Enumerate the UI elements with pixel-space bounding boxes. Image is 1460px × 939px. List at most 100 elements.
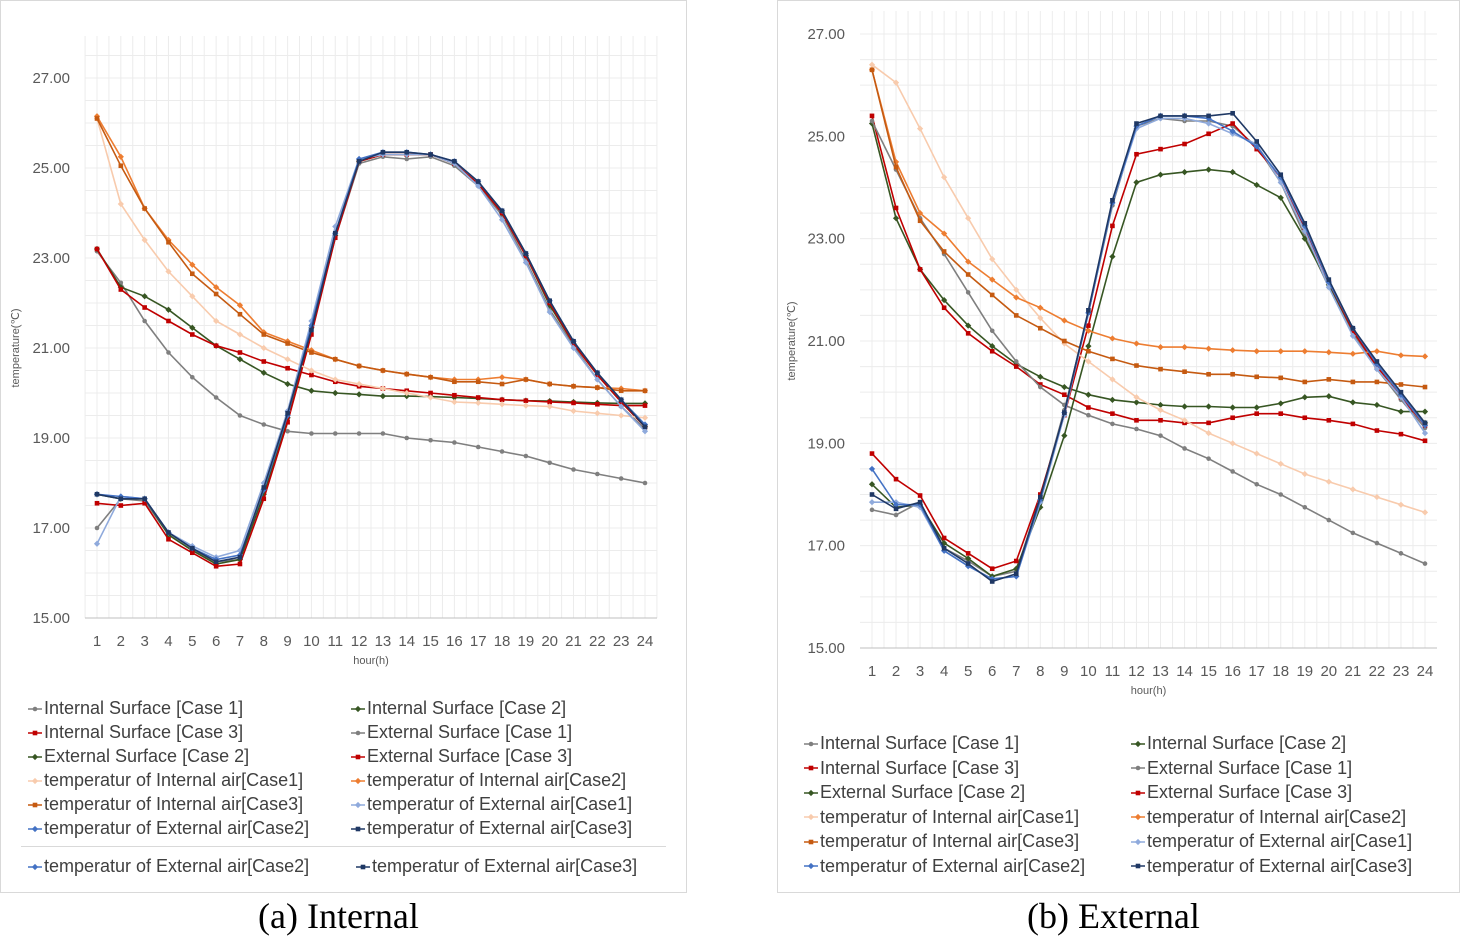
legend-marker [354, 777, 362, 784]
data-point [1205, 345, 1212, 352]
series-temperatur-of-internal-air-case3 [94, 116, 648, 394]
data-point [94, 525, 100, 531]
data-point [1182, 113, 1187, 119]
legend-swatch-icon [28, 802, 42, 807]
data-point [236, 356, 244, 363]
legend-item: External Surface [Case 2] [804, 782, 1025, 803]
data-point [190, 550, 195, 556]
legend-marker [1134, 740, 1142, 747]
legend-label: temperatur of External air[Case2] [44, 856, 310, 876]
data-point [1421, 353, 1429, 360]
data-point [284, 356, 291, 363]
data-point [332, 431, 338, 436]
data-point [618, 476, 624, 481]
data-point [1181, 169, 1188, 176]
data-point [1157, 344, 1164, 351]
data-point [1182, 369, 1187, 374]
data-point [1205, 403, 1212, 410]
series-line [871, 120, 1426, 565]
data-point [1182, 141, 1187, 147]
x-tick-label: 6 [988, 663, 996, 680]
x-tick-label: 18 [1272, 663, 1289, 680]
data-point [941, 545, 947, 551]
series-line [96, 118, 646, 419]
data-point [309, 350, 314, 355]
data-point [1301, 394, 1308, 401]
series-temperatur-of-internal-air-case2 [868, 66, 1429, 360]
x-axis-title: hour(h) [1131, 685, 1166, 697]
data-point [1206, 456, 1211, 461]
data-point [236, 302, 244, 309]
data-point [118, 503, 124, 508]
data-point [404, 156, 410, 162]
data-point [189, 261, 196, 268]
data-point [261, 496, 267, 502]
legend-marker [31, 863, 39, 870]
data-point [1086, 412, 1091, 418]
data-point [284, 380, 291, 388]
data-point [1134, 363, 1139, 368]
data-point [1278, 375, 1284, 381]
data-point [380, 368, 386, 373]
data-point [94, 500, 100, 506]
data-point [1373, 366, 1381, 373]
data-point [237, 350, 243, 355]
data-point [213, 291, 219, 297]
data-point [1038, 494, 1043, 500]
data-point [869, 451, 875, 456]
x-tick-label: 22 [589, 633, 606, 650]
x-tick-label: 3 [140, 633, 148, 650]
data-point [1374, 428, 1380, 433]
data-point [142, 318, 147, 324]
data-point [941, 249, 947, 254]
data-point [941, 305, 947, 311]
data-point [190, 332, 195, 337]
data-point [1037, 314, 1044, 322]
data-point [1230, 415, 1235, 421]
data-point [546, 308, 553, 316]
caption-internal: (a) Internal [258, 896, 419, 936]
legend-label: temperatur of External air[Case3] [1147, 855, 1413, 876]
data-point [1206, 420, 1211, 426]
y-axis-title: temperature(℃) [10, 309, 22, 388]
legend-label: Internal Surface [Case 3] [44, 722, 244, 742]
data-point [571, 467, 576, 472]
data-point [547, 399, 552, 405]
data-point [1373, 493, 1381, 501]
data-point [1013, 571, 1019, 577]
data-point [522, 259, 529, 266]
data-point [118, 496, 124, 502]
data-point [260, 369, 267, 376]
data-point [404, 149, 410, 155]
data-point [595, 471, 600, 477]
legend-label: temperatur of Internal air[Case2] [1147, 806, 1407, 827]
data-point [141, 236, 148, 244]
data-point [1157, 406, 1164, 414]
data-point [523, 398, 529, 403]
series-line [96, 118, 645, 392]
legend-label: Internal Surface [Case 3] [820, 757, 1020, 778]
data-point [595, 401, 600, 407]
data-point [1109, 376, 1116, 383]
data-point [868, 499, 876, 506]
x-tick-label: 11 [327, 633, 343, 650]
data-point [285, 419, 290, 425]
data-point [236, 331, 244, 338]
data-point [118, 163, 124, 169]
legend-item: temperatur of Internal air[Case1] [28, 770, 303, 791]
data-point [499, 397, 505, 403]
data-point [237, 554, 243, 560]
data-point [1134, 418, 1139, 423]
data-point [166, 239, 171, 245]
x-tick-label: 20 [541, 633, 558, 650]
series-internal-surface-case-1 [94, 248, 648, 486]
data-point [1374, 540, 1380, 546]
x-tick-label: 23 [613, 633, 630, 650]
x-tick-label: 9 [1060, 663, 1068, 680]
x-tick-label: 17 [470, 633, 487, 650]
legend-marker [355, 826, 361, 831]
x-tick-label: 8 [260, 633, 268, 650]
data-point [403, 389, 410, 397]
data-point [1062, 338, 1067, 344]
legend-marker [808, 765, 814, 771]
